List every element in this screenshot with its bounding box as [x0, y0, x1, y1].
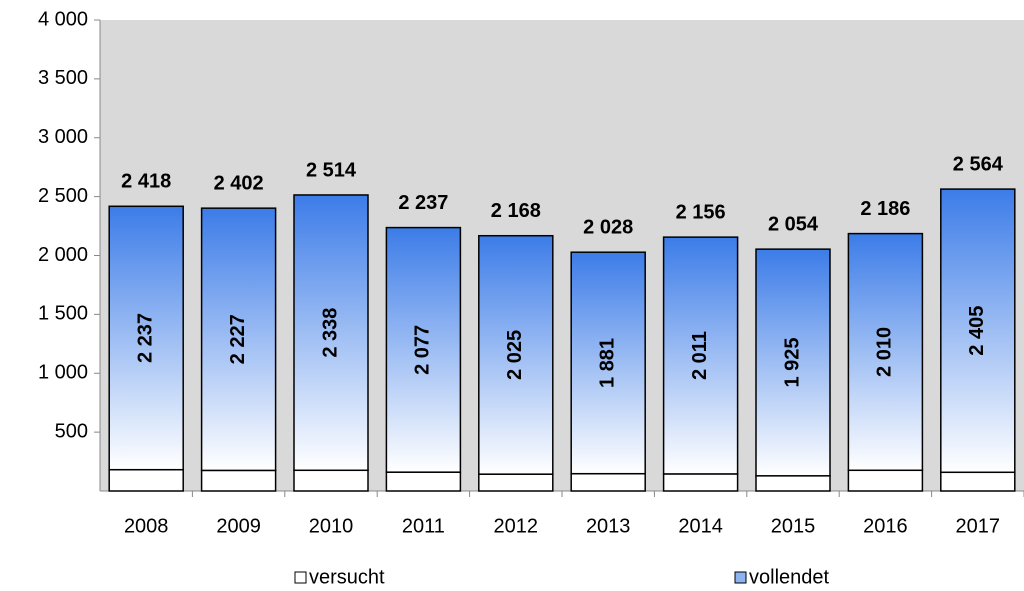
y-tick-label: 4 000 — [38, 8, 88, 30]
total-label: 2 054 — [768, 213, 819, 235]
x-tick-label: 2008 — [124, 515, 169, 537]
total-label: 2 028 — [583, 216, 633, 238]
bar-segment — [847, 232, 924, 472]
x-tick-label: 2012 — [494, 515, 539, 537]
y-tick-label: 3 500 — [38, 67, 88, 89]
x-tick-label: 2009 — [216, 515, 261, 537]
x-tick-label: 2010 — [309, 515, 354, 537]
total-label: 2 156 — [676, 201, 726, 223]
total-label: 2 402 — [214, 172, 264, 194]
value-label: 1 925 — [781, 337, 803, 387]
bar-segment — [478, 473, 554, 492]
value-label: 2 077 — [412, 325, 434, 375]
bar-segment — [940, 188, 1016, 474]
x-tick-label: 2016 — [863, 515, 908, 537]
bar-segment — [293, 194, 369, 472]
total-label: 2 168 — [491, 200, 541, 222]
total-label: 2 514 — [306, 159, 357, 181]
y-tick-label: 500 — [55, 420, 88, 442]
bar-segment — [108, 205, 184, 471]
value-label: 2 237 — [134, 313, 156, 363]
y-tick-label: 1 500 — [38, 303, 88, 325]
value-label: 2 025 — [504, 330, 526, 380]
bar-segment — [200, 469, 277, 492]
value-label: 1 881 — [596, 338, 618, 388]
bar-segment — [570, 472, 646, 492]
total-label: 2 237 — [398, 192, 448, 214]
bar-segment — [478, 234, 554, 475]
bar-segment — [200, 207, 277, 472]
value-label: 2 010 — [874, 327, 896, 377]
x-tick-label: 2017 — [956, 515, 1001, 537]
value-label: 2 011 — [689, 331, 711, 380]
value-label: 2 227 — [227, 314, 249, 364]
y-tick-label: 1 000 — [38, 362, 88, 384]
value-label: 2 405 — [966, 306, 988, 356]
y-tick-label: 3 000 — [38, 126, 88, 148]
x-tick-label: 2011 — [402, 515, 445, 537]
bar-segment — [847, 469, 924, 492]
legend-swatch — [734, 571, 747, 584]
total-label: 2 186 — [860, 198, 910, 220]
bar-segment — [662, 473, 739, 492]
bar-segment — [385, 226, 462, 473]
legend-label: versucht — [309, 566, 385, 588]
bar-segment — [108, 468, 184, 492]
bar-segment — [940, 471, 1016, 492]
bar-segment — [570, 251, 646, 475]
y-tick-label: 2 500 — [38, 185, 88, 207]
bar-segment — [755, 475, 831, 492]
y-tick-label: 2 000 — [38, 244, 88, 266]
bar-segment — [755, 248, 831, 477]
bar-segment — [293, 469, 369, 492]
x-tick-label: 2015 — [771, 515, 816, 537]
total-label: 2 418 — [121, 171, 171, 193]
x-tick-label: 2013 — [586, 515, 631, 537]
legend-label: vollendet — [749, 566, 830, 588]
value-label: 2 338 — [319, 308, 341, 358]
total-label: 2 564 — [953, 153, 1004, 175]
x-tick-label: 2014 — [678, 515, 723, 537]
bar-segment — [662, 236, 739, 475]
bar-segment — [385, 471, 462, 492]
legend-swatch — [294, 571, 307, 584]
